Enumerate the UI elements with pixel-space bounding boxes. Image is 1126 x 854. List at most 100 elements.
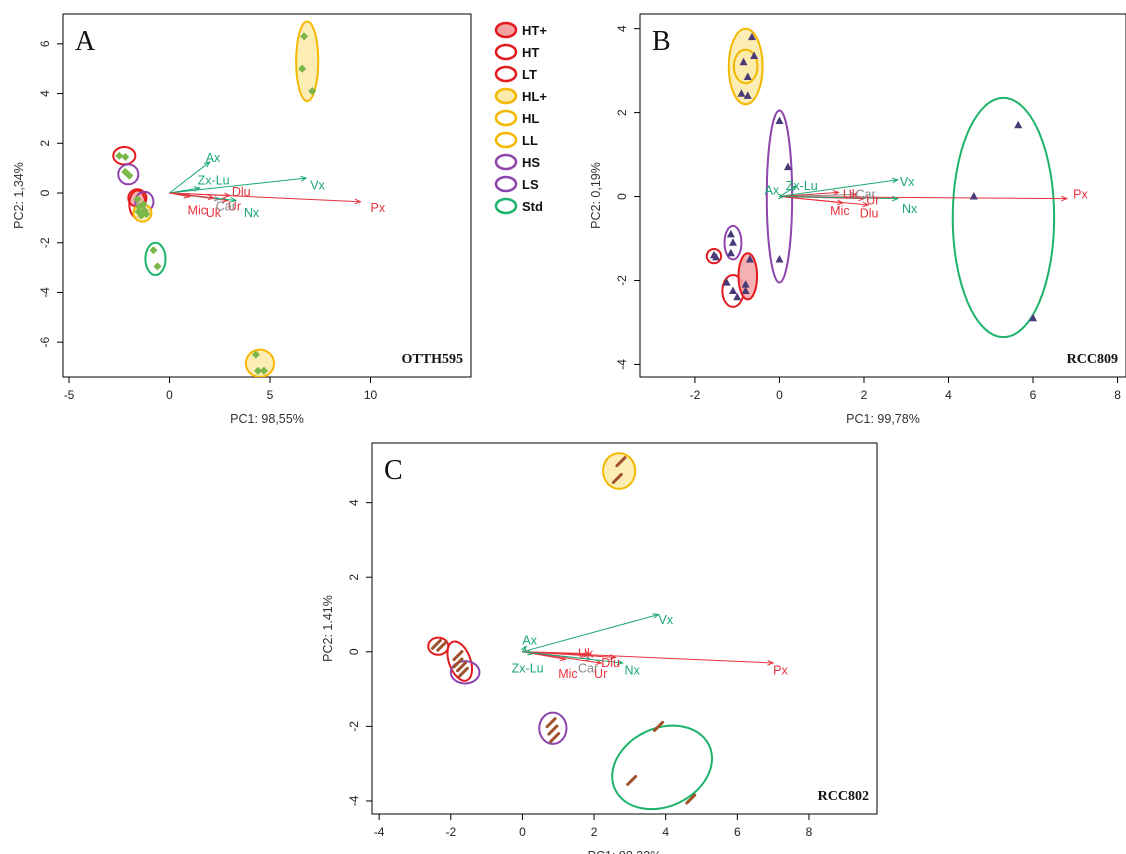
y-tick-label: 0 xyxy=(347,648,361,655)
group-ellipse-yellow xyxy=(244,348,276,377)
vector-arrowhead xyxy=(862,201,870,208)
y-tick-label: 2 xyxy=(38,140,52,147)
x-tick-label: 4 xyxy=(662,825,669,839)
loading-vector xyxy=(169,177,307,194)
vector-label: Uk xyxy=(843,187,859,201)
legend-item: HS xyxy=(494,153,540,171)
data-point xyxy=(430,638,442,650)
panels-layer: -5 0 5 10 -6 -4 -2 0 2 4 6 PC1: 98,55% PC2: 1,34% A OT… xyxy=(12,13,1126,854)
vector-arrowhead xyxy=(221,197,230,203)
legend-label: HT+ xyxy=(522,23,547,38)
data-point xyxy=(750,51,759,59)
x-tick-label: 6 xyxy=(1030,388,1037,402)
group-ellipse-purple xyxy=(538,711,568,745)
data-point xyxy=(121,152,130,161)
vector-label: Mic xyxy=(830,204,849,218)
vector-label: Ax xyxy=(206,151,221,165)
data-point xyxy=(259,366,268,375)
strain-label: OTTH595 xyxy=(402,352,463,367)
y-tick-label: 2 xyxy=(347,574,361,581)
plot-area xyxy=(705,27,1069,339)
data-point xyxy=(969,192,978,200)
data-point xyxy=(783,162,792,171)
vector-arrowhead xyxy=(520,645,527,653)
x-tick-label: 5 xyxy=(267,388,274,402)
loading-vector xyxy=(169,161,211,194)
vector-label: Dlu xyxy=(601,656,620,670)
data-point xyxy=(741,280,750,288)
x-tick-label: -2 xyxy=(445,825,456,839)
panel-letter: B xyxy=(652,26,671,57)
vector-arrowhead xyxy=(790,185,798,192)
x-tick-label: 2 xyxy=(591,825,598,839)
y-tick-label: -2 xyxy=(38,237,52,248)
data-point xyxy=(747,32,756,41)
legend-label: Std xyxy=(522,199,543,214)
data-point xyxy=(728,238,737,246)
group-ellipse-purple xyxy=(723,224,743,261)
data-point xyxy=(728,286,737,294)
x-tick-label: 8 xyxy=(806,825,813,839)
legend-item: HT+ xyxy=(494,21,547,39)
x-tick-label: 2 xyxy=(861,388,868,402)
vector-label: Nx xyxy=(244,206,260,220)
data-point xyxy=(726,248,735,257)
legend-item: LL xyxy=(494,131,538,149)
vector-label: Vx xyxy=(659,613,674,627)
vector-label: Nx xyxy=(625,663,641,677)
group-ellipse-green xyxy=(144,241,167,277)
vector-arrowhead xyxy=(616,659,624,666)
legend-label: HS xyxy=(522,155,540,170)
data-point xyxy=(739,57,748,66)
y-tick-label: 4 xyxy=(38,90,52,97)
y-tick-label: 0 xyxy=(38,189,52,196)
loading-vector xyxy=(779,196,898,200)
vector-label: Mic xyxy=(188,203,207,217)
data-point xyxy=(253,366,262,375)
y-axis-label: PC2: 0,19% xyxy=(589,162,603,229)
vector-label: Zx-Lu xyxy=(198,174,230,188)
data-point xyxy=(452,650,464,662)
data-point xyxy=(685,793,697,805)
data-point xyxy=(549,732,561,744)
x-tick-label: 8 xyxy=(1114,388,1121,402)
vector-arrowhead xyxy=(354,198,362,205)
y-tick-label: -2 xyxy=(615,275,629,286)
vector-label: Uk xyxy=(578,647,594,661)
y-tick-label: -6 xyxy=(38,337,52,348)
panel-letter: A xyxy=(75,26,96,57)
legend-swatch xyxy=(494,109,518,127)
x-tick-label: 6 xyxy=(734,825,741,839)
vector-label: Ur xyxy=(594,667,607,681)
data-point xyxy=(125,171,134,180)
vector-label: Car xyxy=(856,187,876,201)
data-point xyxy=(140,206,149,215)
data-point xyxy=(743,91,752,99)
panel-A: -5 0 5 10 -6 -4 -2 0 2 4 6 PC1: 98,55% PC2: 1,34% A OT… xyxy=(12,13,472,426)
vector-arrowhead xyxy=(595,659,603,666)
y-tick-label: 2 xyxy=(615,109,629,116)
y-axis-label: PC2: 1.41% xyxy=(321,595,335,662)
data-point xyxy=(298,64,307,73)
y-tick-label: 4 xyxy=(347,499,361,506)
vector-label: Mic xyxy=(558,667,577,681)
y-tick-label: 0 xyxy=(615,193,629,200)
loading-vector xyxy=(779,196,869,206)
data-point xyxy=(775,254,784,263)
group-ellipse-red xyxy=(427,636,450,656)
group-ellipse-red xyxy=(446,640,474,682)
vector-arrowhead xyxy=(849,191,857,198)
plot-frame xyxy=(62,13,472,378)
vector-label: Ax xyxy=(522,634,537,648)
data-point xyxy=(737,89,746,97)
vector-arrowhead xyxy=(832,189,840,196)
data-point xyxy=(1014,120,1023,129)
x-tick-label: 0 xyxy=(519,825,526,839)
vector-arrowhead xyxy=(652,613,660,619)
legend-swatch xyxy=(494,65,518,83)
legend-swatch xyxy=(494,131,518,149)
data-point xyxy=(626,774,638,786)
data-point xyxy=(456,661,468,673)
legend-swatch xyxy=(494,175,518,193)
strain-label: RCC802 xyxy=(818,789,869,804)
